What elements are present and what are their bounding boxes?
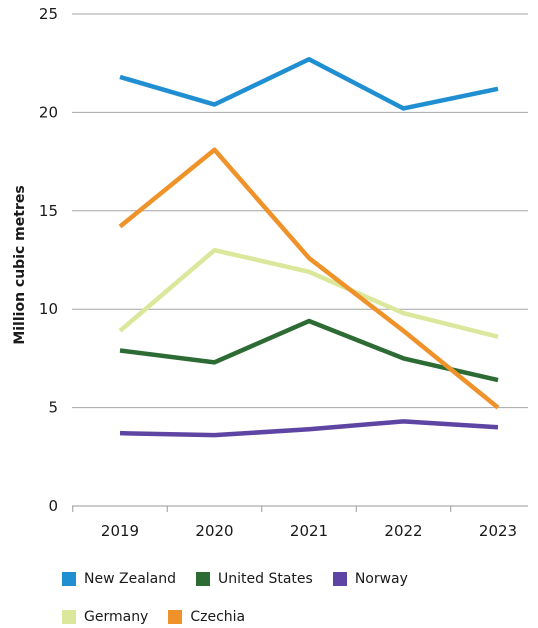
legend-label: Czechia [190,609,246,625]
legend: New Zealand United States Norway Germany Cze… [62,568,532,628]
legend-swatch [332,572,347,586]
legend-swatch [168,610,183,624]
legend-item: New Zealand [62,568,176,590]
y-tick-label: 15 [39,202,58,220]
x-tick-label: 2021 [290,522,328,540]
legend-swatch [196,572,210,586]
legend-item: Czechia [168,606,245,628]
x-tick-label: 2020 [195,522,233,540]
x-tick-label: 2023 [479,522,517,540]
x-tick-label: 2022 [384,522,422,540]
y-tick-label: 5 [48,399,58,417]
y-axis-ticks: 0 5 10 15 20 25 [39,5,58,515]
legend-swatch [62,572,76,586]
x-tick-label: 2019 [101,522,139,540]
legend-item: Norway [332,568,408,590]
y-tick-label: 0 [48,497,58,515]
y-tick-label: 10 [39,300,58,318]
series-line-new-zealand [119,57,499,111]
legend-item: United States [196,568,313,590]
y-axis-title: Million cubic metres [12,185,28,344]
legend-label: Norway [354,571,408,587]
series-lines [118,57,500,438]
legend-swatch [62,610,76,624]
series-line-czechia [118,147,500,410]
legend-label: Germany [84,609,149,625]
legend-label: United States [218,571,313,587]
legend-label: New Zealand [84,571,176,587]
series-line-norway [119,419,499,438]
series-line-germany [118,247,499,339]
legend-item: Germany [62,606,148,628]
series-line-united-states [119,318,499,383]
y-tick-label: 25 [39,5,58,23]
x-axis-ticks: 2019 2020 2021 2022 2023 [72,506,517,540]
y-tick-label: 20 [39,103,58,121]
